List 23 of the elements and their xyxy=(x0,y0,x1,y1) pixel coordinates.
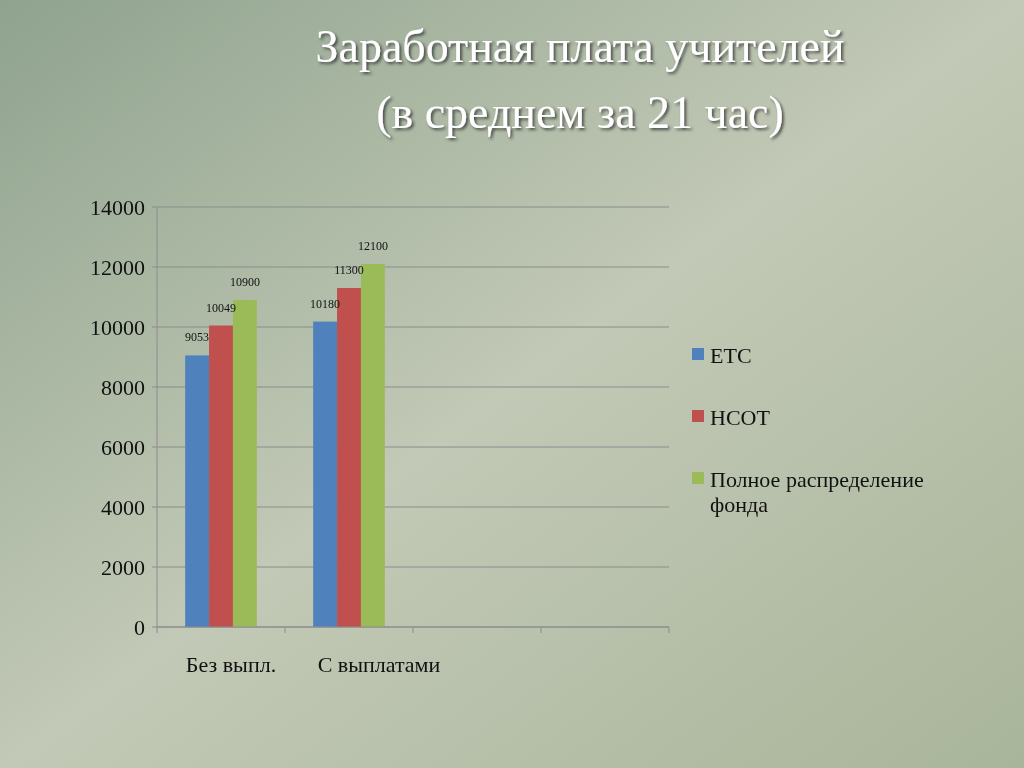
legend-label: ЕТС xyxy=(710,342,752,368)
data-label: 10900 xyxy=(229,275,260,289)
legend-label: НСОТ xyxy=(710,404,771,430)
data-label: 9053 xyxy=(185,330,210,345)
y-tick-label: 14000 xyxy=(90,194,145,220)
x-tick-label: Без выпл. xyxy=(185,652,277,677)
y-tick-label: 12000 xyxy=(90,254,145,280)
data-label: 12100 xyxy=(357,239,388,253)
data-label: 11300 xyxy=(334,263,364,277)
y-tick-label: 0 xyxy=(134,614,145,640)
y-tick-label: 2000 xyxy=(101,554,145,580)
bar xyxy=(209,325,233,627)
y-tick-label: 10000 xyxy=(90,314,145,340)
bar xyxy=(185,355,210,627)
chart-title: Заработная плата учителей xyxy=(315,21,845,72)
legend-label: Полное распределение фонда xyxy=(710,466,924,517)
y-tick-label: 6000 xyxy=(101,434,145,460)
x-tick-label: С выплатами xyxy=(317,652,441,677)
data-label: 10049 xyxy=(206,300,236,315)
y-tick-label: 8000 xyxy=(101,374,145,400)
y-tick-label: 4000 xyxy=(101,494,145,520)
chart-subtitle: (в среднем за 21 час) xyxy=(376,87,784,138)
bar xyxy=(313,321,338,627)
